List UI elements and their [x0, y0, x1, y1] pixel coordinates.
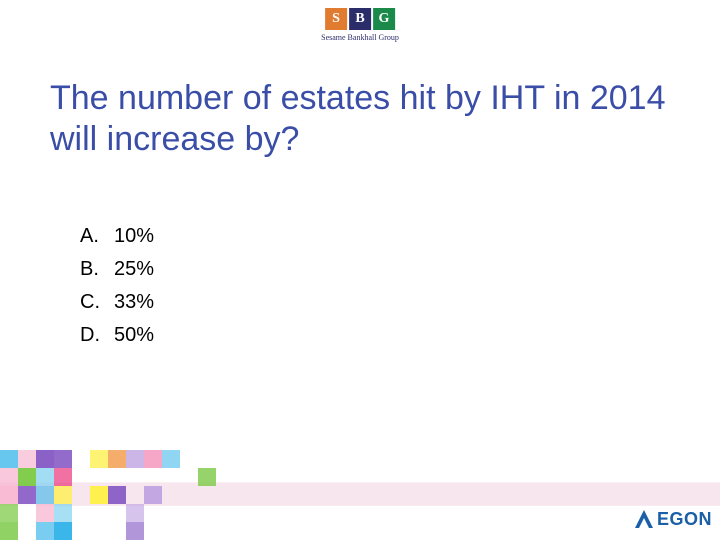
option-a: A. 10% — [80, 225, 154, 248]
sbg-subtitle: Sesame Bankhall Group — [321, 33, 399, 42]
aegon-brand-text: EGON — [657, 509, 712, 530]
option-letter: A. — [80, 225, 114, 248]
option-text: 33% — [114, 291, 154, 314]
sbg-letter-g: G — [373, 8, 395, 30]
sbg-logo-boxes: S B G — [325, 8, 395, 30]
sbg-letter-b: B — [349, 8, 371, 30]
options-list: A. 10% B. 25% C. 33% D. 50% — [80, 225, 154, 357]
option-letter: B. — [80, 258, 114, 281]
sbg-letter-s: S — [325, 8, 347, 30]
mosaic-decoration — [0, 425, 720, 540]
question-title: The number of estates hit by IHT in 2014… — [50, 78, 680, 160]
option-text: 50% — [114, 324, 154, 347]
option-letter: C. — [80, 291, 114, 314]
option-d: D. 50% — [80, 324, 154, 347]
option-text: 10% — [114, 225, 154, 248]
option-letter: D. — [80, 324, 114, 347]
footer-logo: EGON — [633, 508, 712, 530]
option-text: 25% — [114, 258, 154, 281]
header-logo: S B G Sesame Bankhall Group — [321, 8, 399, 42]
option-c: C. 33% — [80, 291, 154, 314]
option-b: B. 25% — [80, 258, 154, 281]
aegon-triangle-icon — [633, 508, 655, 530]
